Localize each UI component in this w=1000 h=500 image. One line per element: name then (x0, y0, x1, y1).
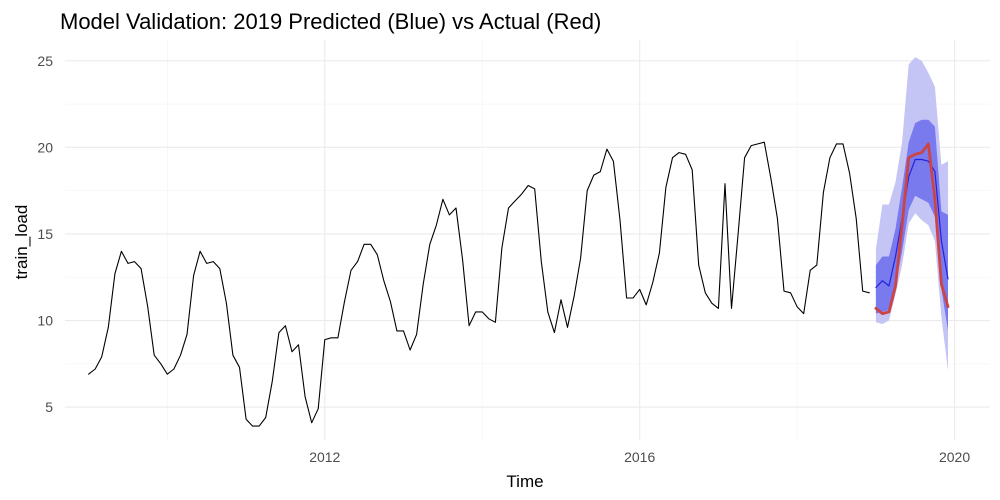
x-tick-label: 2016 (624, 449, 655, 465)
x-axis-title: Time (506, 472, 543, 491)
history-line (88, 141, 870, 427)
tick-labels: 2012 2016 2020 5 10 15 20 25 (37, 53, 970, 465)
actual-line (874, 142, 950, 316)
minor-gridlines (65, 40, 990, 440)
y-axis-title: train_load (12, 205, 31, 280)
y-tick-label: 5 (45, 399, 53, 415)
chart-title: Model Validation: 2019 Predicted (Blue) … (60, 9, 601, 34)
y-tick-label: 25 (37, 53, 53, 69)
x-tick-label: 2012 (309, 449, 340, 465)
y-tick-label: 10 (37, 313, 53, 329)
forecast-80-band (875, 119, 948, 331)
series-lines (88, 141, 950, 427)
major-gridlines (65, 40, 990, 440)
forecast-line (875, 158, 949, 289)
y-tick-label: 20 (37, 139, 53, 155)
y-tick-label: 15 (37, 226, 53, 242)
x-tick-label: 2020 (939, 449, 970, 465)
